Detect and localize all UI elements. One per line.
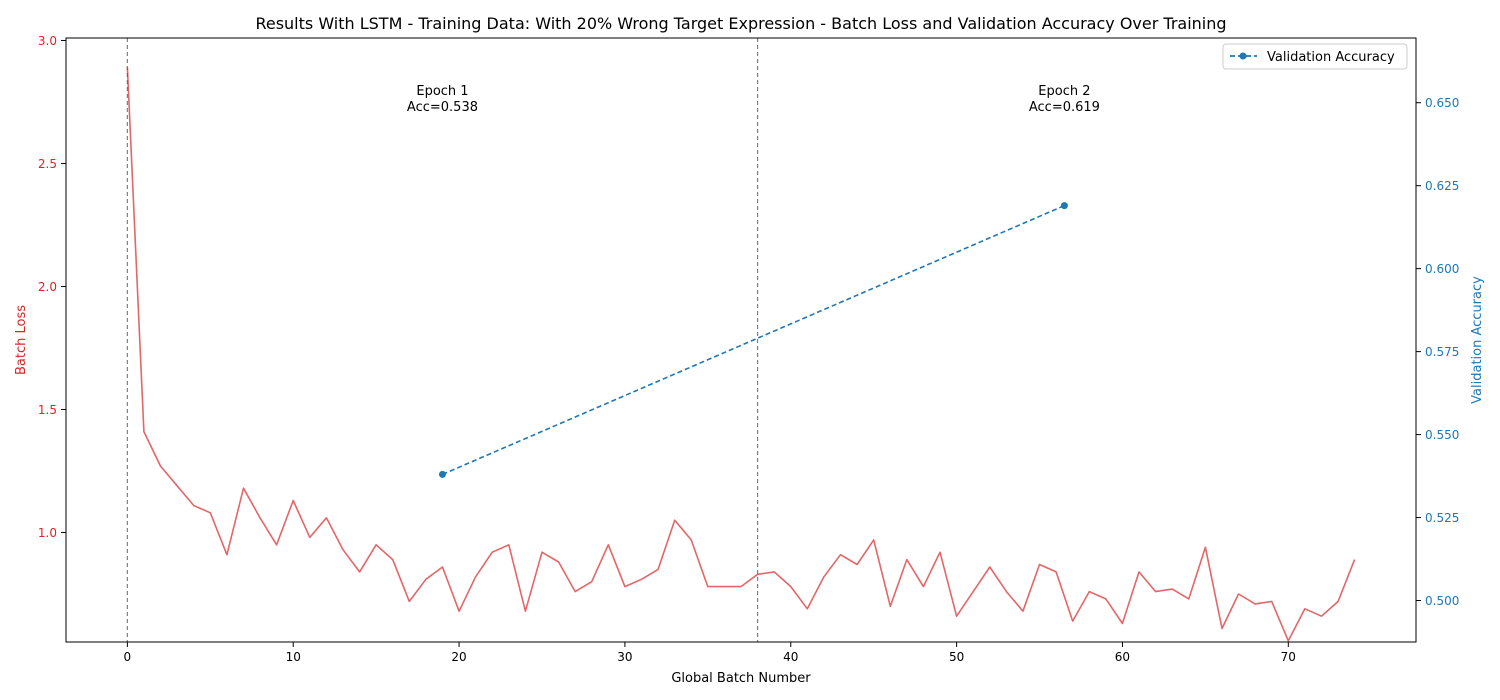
y-left-tick-label: 2.5 — [38, 157, 57, 171]
x-tick-label: 0 — [124, 650, 132, 664]
x-tick-label: 20 — [451, 650, 466, 664]
validation-accuracy-line — [442, 204, 1065, 476]
x-tick-label: 60 — [1115, 650, 1130, 664]
y-right-tick-label: 0.650 — [1425, 96, 1459, 110]
legend-box — [1222, 43, 1408, 70]
y-axis-right: 0.500 0.525 0.550 0.575 0.600 0.625 0.650 — [1416, 96, 1459, 608]
y-right-tick-label: 0.600 — [1425, 262, 1459, 276]
y-axis-left-label: Batch Loss — [14, 305, 29, 375]
legend-label-validation-accuracy: Validation Accuracy — [1267, 50, 1395, 65]
epoch-lines — [126, 38, 759, 642]
legend-marker-swatch — [1239, 52, 1247, 60]
legend: Validation Accuracy — [1222, 43, 1408, 70]
x-axis: 0 10 20 30 40 50 60 70 — [124, 642, 1296, 664]
y-left-tick-label: 1.5 — [38, 403, 57, 417]
y-right-tick-label: 0.525 — [1425, 511, 1459, 525]
batch-loss-series — [126, 67, 1356, 642]
x-tick-label: 70 — [1281, 650, 1296, 664]
chart-title: Results With LSTM - Training Data: With … — [255, 14, 1226, 33]
y-axis-right-label: Validation Accuracy — [1470, 276, 1485, 404]
y-right-tick-label: 0.550 — [1425, 428, 1459, 442]
y-left-tick-label: 1.0 — [38, 526, 57, 540]
validation-accuracy-point-2 — [1060, 202, 1068, 210]
y-right-tick-label: 0.500 — [1425, 594, 1459, 608]
x-tick-label: 30 — [617, 650, 632, 664]
validation-accuracy-point-1 — [438, 470, 446, 478]
plot-frame — [65, 37, 1417, 643]
batch-loss-line — [126, 67, 1356, 642]
x-tick-label: 40 — [783, 650, 798, 664]
validation-accuracy-series — [438, 202, 1068, 478]
epoch-annotation-acc-1: Acc=0.538 — [407, 100, 478, 115]
epoch-annotation-title-1: Epoch 1 — [416, 84, 468, 99]
x-tick-label: 50 — [949, 650, 964, 664]
epoch-annotation-acc-2: Acc=0.619 — [1029, 100, 1100, 115]
y-right-tick-label: 0.625 — [1425, 179, 1459, 193]
y-left-tick-label: 2.0 — [38, 280, 57, 294]
x-axis-label: Global Batch Number — [671, 671, 811, 686]
y-left-tick-label: 3.0 — [38, 34, 57, 48]
y-axis-left: 1.0 1.5 2.0 2.5 3.0 — [38, 34, 66, 540]
epoch-annotation-title-2: Epoch 2 — [1038, 84, 1090, 99]
y-right-tick-label: 0.575 — [1425, 345, 1459, 359]
x-tick-label: 10 — [286, 650, 301, 664]
